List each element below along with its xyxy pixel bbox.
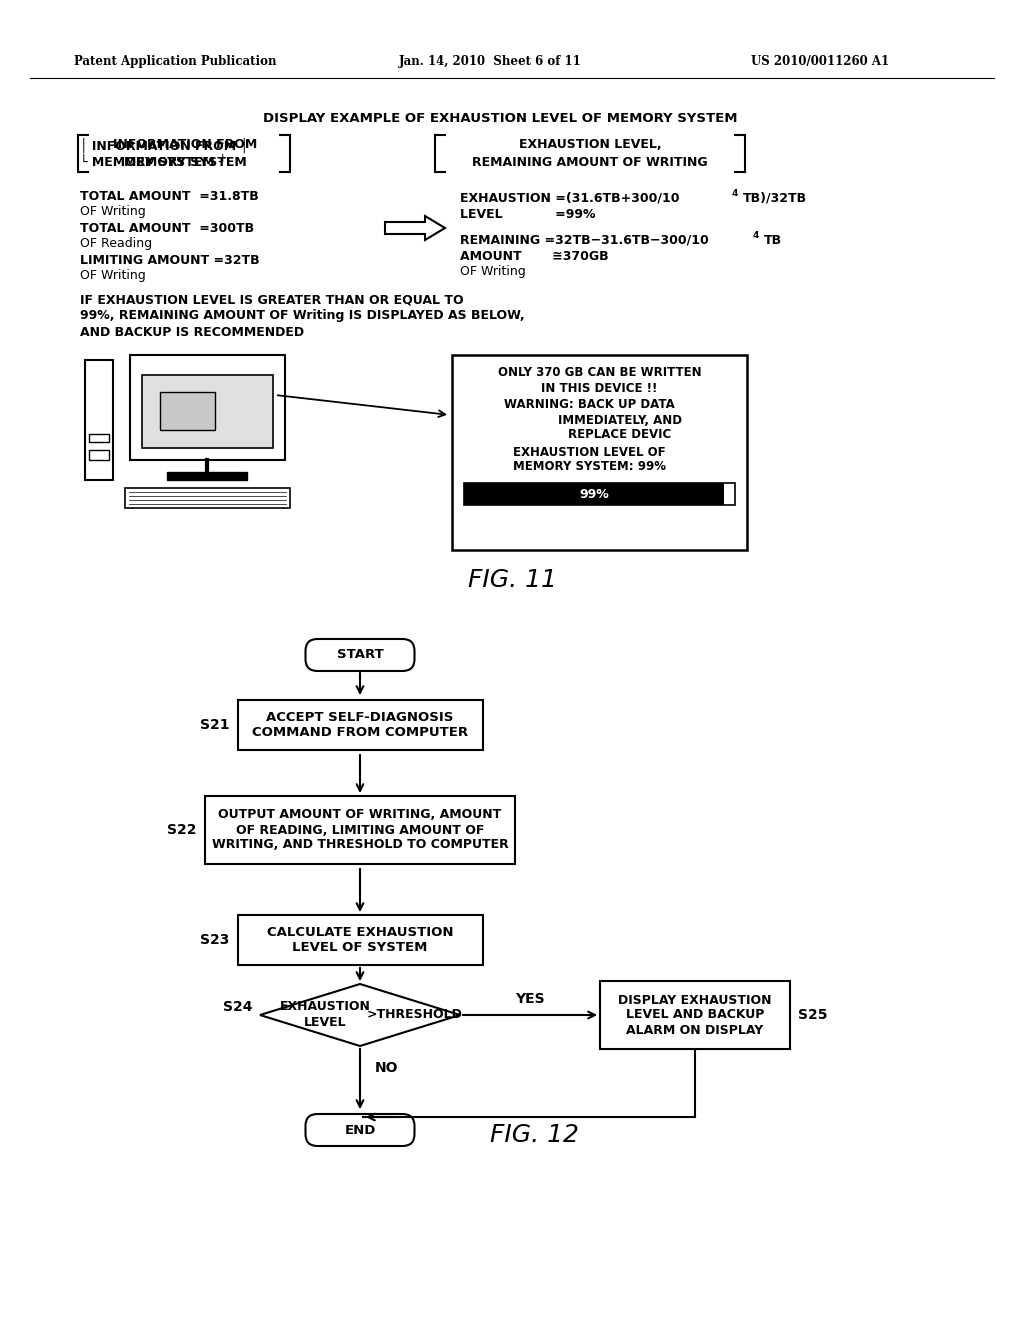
Text: LEVEL: LEVEL [304, 1016, 346, 1030]
Text: S22: S22 [168, 822, 197, 837]
Text: S23: S23 [200, 933, 229, 946]
Bar [89, 450, 109, 459]
Bar [724, 483, 735, 506]
Bar [130, 355, 285, 459]
Text: OF Writing: OF Writing [460, 265, 525, 279]
Text: FIG. 11: FIG. 11 [468, 568, 556, 591]
Text: START: START [337, 648, 383, 661]
Bar [464, 483, 735, 506]
Text: ACCEPT SELF-DIAGNOSIS
COMMAND FROM COMPUTER: ACCEPT SELF-DIAGNOSIS COMMAND FROM COMPU… [252, 711, 468, 739]
Text: CALCULATE EXHAUSTION
LEVEL OF SYSTEM: CALCULATE EXHAUSTION LEVEL OF SYSTEM [266, 927, 454, 954]
Text: US 2010/0011260 A1: US 2010/0011260 A1 [751, 55, 889, 69]
Text: TOTAL AMOUNT  =300TB: TOTAL AMOUNT =300TB [80, 222, 254, 235]
FancyBboxPatch shape [305, 639, 415, 671]
Text: DISPLAY EXHAUSTION
LEVEL AND BACKUP
ALARM ON DISPLAY: DISPLAY EXHAUSTION LEVEL AND BACKUP ALAR… [618, 994, 772, 1036]
Text: AND BACKUP IS RECOMMENDED: AND BACKUP IS RECOMMENDED [80, 326, 304, 338]
Text: 4: 4 [732, 189, 738, 198]
Bar [238, 700, 482, 750]
Text: 99%: 99% [580, 487, 609, 500]
Bar [600, 981, 790, 1049]
Text: TB: TB [764, 234, 782, 247]
Text: OF Writing: OF Writing [80, 269, 145, 282]
Bar [125, 488, 290, 508]
Text: OUTPUT AMOUNT OF WRITING, AMOUNT
OF READING, LIMITING AMOUNT OF
WRITING, AND THR: OUTPUT AMOUNT OF WRITING, AMOUNT OF READ… [212, 808, 508, 851]
Text: LEVEL            =99%: LEVEL =99% [460, 207, 596, 220]
Text: TB)/32TB: TB)/32TB [743, 191, 807, 205]
Text: FIG. 12: FIG. 12 [490, 1123, 579, 1147]
Text: TOTAL AMOUNT  =31.8TB: TOTAL AMOUNT =31.8TB [80, 190, 259, 202]
Text: REMAINING AMOUNT OF WRITING: REMAINING AMOUNT OF WRITING [472, 156, 708, 169]
Text: EXHAUSTION: EXHAUSTION [280, 1001, 371, 1014]
Polygon shape [385, 216, 445, 240]
Text: S25: S25 [798, 1008, 827, 1022]
Text: S24: S24 [222, 1001, 252, 1014]
Text: WARNING: BACK UP DATA: WARNING: BACK UP DATA [504, 399, 675, 412]
Text: DISPLAY EXAMPLE OF EXHAUSTION LEVEL OF MEMORY SYSTEM: DISPLAY EXAMPLE OF EXHAUSTION LEVEL OF M… [263, 111, 737, 124]
Text: └ MEMORY SYSTEM ┘: └ MEMORY SYSTEM ┘ [80, 156, 226, 169]
Text: YES: YES [515, 993, 545, 1006]
Text: IMMEDIATELY, AND: IMMEDIATELY, AND [557, 413, 682, 426]
Text: MEMORY SYSTEM: 99%: MEMORY SYSTEM: 99% [513, 461, 666, 474]
Bar [464, 483, 724, 506]
Text: INFORMATION FROM: INFORMATION FROM [113, 139, 257, 152]
Text: Jan. 14, 2010  Sheet 6 of 11: Jan. 14, 2010 Sheet 6 of 11 [398, 55, 582, 69]
Text: S21: S21 [200, 718, 229, 733]
Text: IF EXHAUSTION LEVEL IS GREATER THAN OR EQUAL TO: IF EXHAUSTION LEVEL IS GREATER THAN OR E… [80, 293, 464, 306]
Text: AMOUNT       ≅370GB: AMOUNT ≅370GB [460, 249, 608, 263]
Bar [89, 434, 109, 442]
Bar [452, 355, 746, 550]
Bar [142, 375, 273, 447]
Bar [160, 392, 215, 430]
Polygon shape [260, 983, 460, 1045]
Text: MEMORY SYSTEM: MEMORY SYSTEM [124, 156, 247, 169]
Text: Patent Application Publication: Patent Application Publication [74, 55, 276, 69]
Text: END: END [344, 1123, 376, 1137]
Text: IN THIS DEVICE !!: IN THIS DEVICE !! [542, 381, 657, 395]
Text: ONLY 370 GB CAN BE WRITTEN: ONLY 370 GB CAN BE WRITTEN [498, 367, 701, 380]
Text: REMAINING =32TB−31.6TB−300/10: REMAINING =32TB−31.6TB−300/10 [460, 234, 709, 247]
Text: REPLACE DEVIC: REPLACE DEVIC [568, 429, 671, 441]
Text: 4: 4 [753, 231, 760, 239]
Text: EXHAUSTION LEVEL OF: EXHAUSTION LEVEL OF [513, 446, 666, 459]
Text: OF Reading: OF Reading [80, 238, 153, 251]
Text: │ INFORMATION FROM │: │ INFORMATION FROM │ [80, 137, 248, 153]
Text: 99%, REMAINING AMOUNT OF Writing IS DISPLAYED AS BELOW,: 99%, REMAINING AMOUNT OF Writing IS DISP… [80, 309, 524, 322]
Text: NO: NO [375, 1061, 398, 1074]
Text: EXHAUSTION =(31.6TB+300/10: EXHAUSTION =(31.6TB+300/10 [460, 191, 680, 205]
Bar [205, 796, 515, 865]
Bar [167, 473, 247, 480]
Bar [85, 360, 113, 480]
Bar [238, 915, 482, 965]
Text: LIMITING AMOUNT =32TB: LIMITING AMOUNT =32TB [80, 253, 260, 267]
FancyBboxPatch shape [305, 1114, 415, 1146]
Text: OF Writing: OF Writing [80, 206, 145, 219]
Text: >THRESHOLD: >THRESHOLD [367, 1008, 463, 1022]
Text: EXHAUSTION LEVEL,: EXHAUSTION LEVEL, [519, 139, 662, 152]
